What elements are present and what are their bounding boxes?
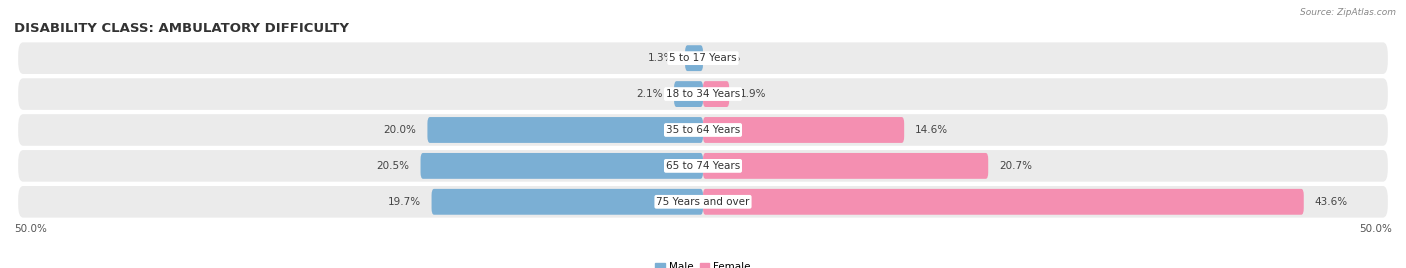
FancyBboxPatch shape — [685, 45, 703, 71]
Text: 35 to 64 Years: 35 to 64 Years — [666, 125, 740, 135]
Text: 50.0%: 50.0% — [14, 224, 46, 234]
Text: 18 to 34 Years: 18 to 34 Years — [666, 89, 740, 99]
FancyBboxPatch shape — [18, 78, 1388, 110]
Text: 50.0%: 50.0% — [1360, 224, 1392, 234]
Text: 20.7%: 20.7% — [1000, 161, 1032, 171]
FancyBboxPatch shape — [703, 153, 988, 179]
FancyBboxPatch shape — [703, 117, 904, 143]
FancyBboxPatch shape — [427, 117, 703, 143]
FancyBboxPatch shape — [673, 81, 703, 107]
Legend: Male, Female: Male, Female — [655, 262, 751, 268]
Text: 75 Years and over: 75 Years and over — [657, 197, 749, 207]
FancyBboxPatch shape — [703, 189, 1303, 215]
Text: Source: ZipAtlas.com: Source: ZipAtlas.com — [1301, 8, 1396, 17]
Text: 43.6%: 43.6% — [1315, 197, 1348, 207]
Text: 14.6%: 14.6% — [915, 125, 948, 135]
FancyBboxPatch shape — [420, 153, 703, 179]
Text: 0.0%: 0.0% — [714, 53, 741, 63]
Text: DISABILITY CLASS: AMBULATORY DIFFICULTY: DISABILITY CLASS: AMBULATORY DIFFICULTY — [14, 22, 349, 35]
Text: 65 to 74 Years: 65 to 74 Years — [666, 161, 740, 171]
Text: 1.3%: 1.3% — [648, 53, 673, 63]
Text: 2.1%: 2.1% — [637, 89, 664, 99]
Text: 19.7%: 19.7% — [388, 197, 420, 207]
FancyBboxPatch shape — [18, 114, 1388, 146]
FancyBboxPatch shape — [18, 42, 1388, 74]
Text: 5 to 17 Years: 5 to 17 Years — [669, 53, 737, 63]
Text: 20.0%: 20.0% — [384, 125, 416, 135]
FancyBboxPatch shape — [18, 186, 1388, 218]
FancyBboxPatch shape — [703, 81, 730, 107]
Text: 20.5%: 20.5% — [377, 161, 409, 171]
FancyBboxPatch shape — [18, 150, 1388, 182]
FancyBboxPatch shape — [432, 189, 703, 215]
Text: 1.9%: 1.9% — [740, 89, 766, 99]
